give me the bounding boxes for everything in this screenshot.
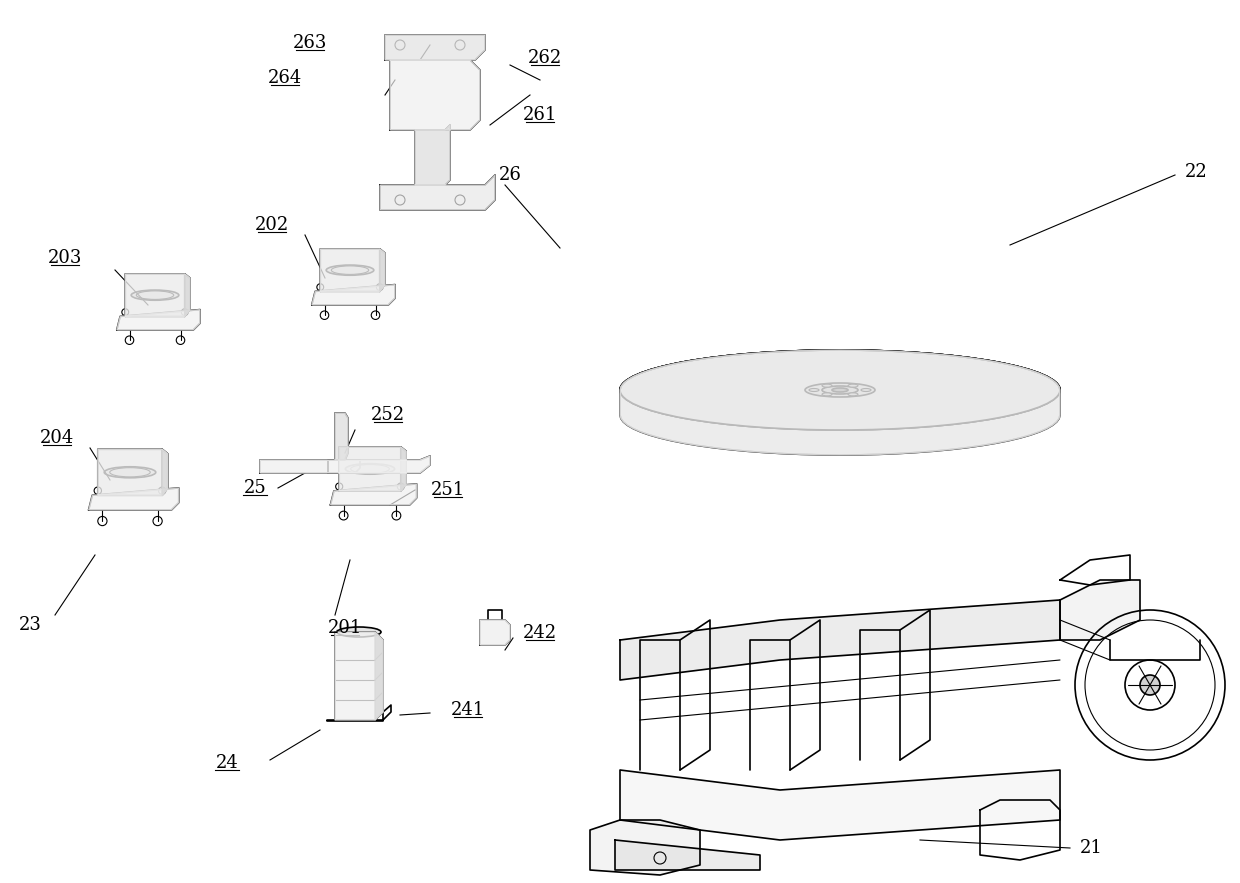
Ellipse shape [832,388,848,392]
Text: 204: 204 [40,429,74,447]
Ellipse shape [620,350,1060,430]
Text: 252: 252 [371,406,405,424]
Polygon shape [401,447,405,491]
Polygon shape [260,456,430,473]
Text: 22: 22 [1185,163,1208,181]
Polygon shape [379,249,384,291]
Ellipse shape [822,386,858,394]
Polygon shape [374,632,383,720]
Polygon shape [620,600,1060,680]
Polygon shape [335,413,348,460]
Ellipse shape [346,464,394,474]
Polygon shape [335,632,383,720]
Polygon shape [311,284,396,305]
Text: 251: 251 [430,481,465,499]
Polygon shape [620,350,1060,455]
Polygon shape [615,840,760,870]
Polygon shape [379,175,495,210]
Ellipse shape [805,383,875,397]
Ellipse shape [822,393,832,396]
Text: 241: 241 [451,701,485,719]
Ellipse shape [808,389,818,391]
Text: 23: 23 [19,616,41,634]
Text: 25: 25 [243,479,267,497]
Polygon shape [98,449,167,495]
Text: 242: 242 [523,624,557,642]
Ellipse shape [848,393,858,396]
Polygon shape [117,310,200,330]
Ellipse shape [620,350,1060,430]
Polygon shape [340,447,405,491]
Text: 21: 21 [1080,839,1102,857]
Polygon shape [1060,580,1140,640]
Polygon shape [590,820,701,875]
Polygon shape [391,60,480,130]
Ellipse shape [337,627,381,637]
Polygon shape [620,770,1060,840]
Polygon shape [330,484,417,505]
Text: 263: 263 [293,34,327,52]
Ellipse shape [848,384,858,387]
Polygon shape [185,274,190,316]
Circle shape [1140,675,1159,695]
Ellipse shape [326,265,373,275]
Text: 262: 262 [528,49,562,67]
Ellipse shape [822,384,832,387]
Polygon shape [415,125,450,185]
Text: 203: 203 [48,249,82,267]
Polygon shape [384,35,485,60]
Text: 24: 24 [216,754,238,772]
Polygon shape [125,274,190,316]
Polygon shape [162,449,167,495]
Ellipse shape [131,290,179,300]
Polygon shape [480,620,510,645]
Text: 26: 26 [498,166,522,184]
Polygon shape [88,488,179,510]
Text: 202: 202 [255,216,289,234]
Text: 261: 261 [523,106,557,124]
Text: 201: 201 [327,619,362,637]
Text: 264: 264 [268,69,303,87]
Ellipse shape [104,467,156,478]
Polygon shape [320,249,384,291]
Ellipse shape [861,389,870,391]
